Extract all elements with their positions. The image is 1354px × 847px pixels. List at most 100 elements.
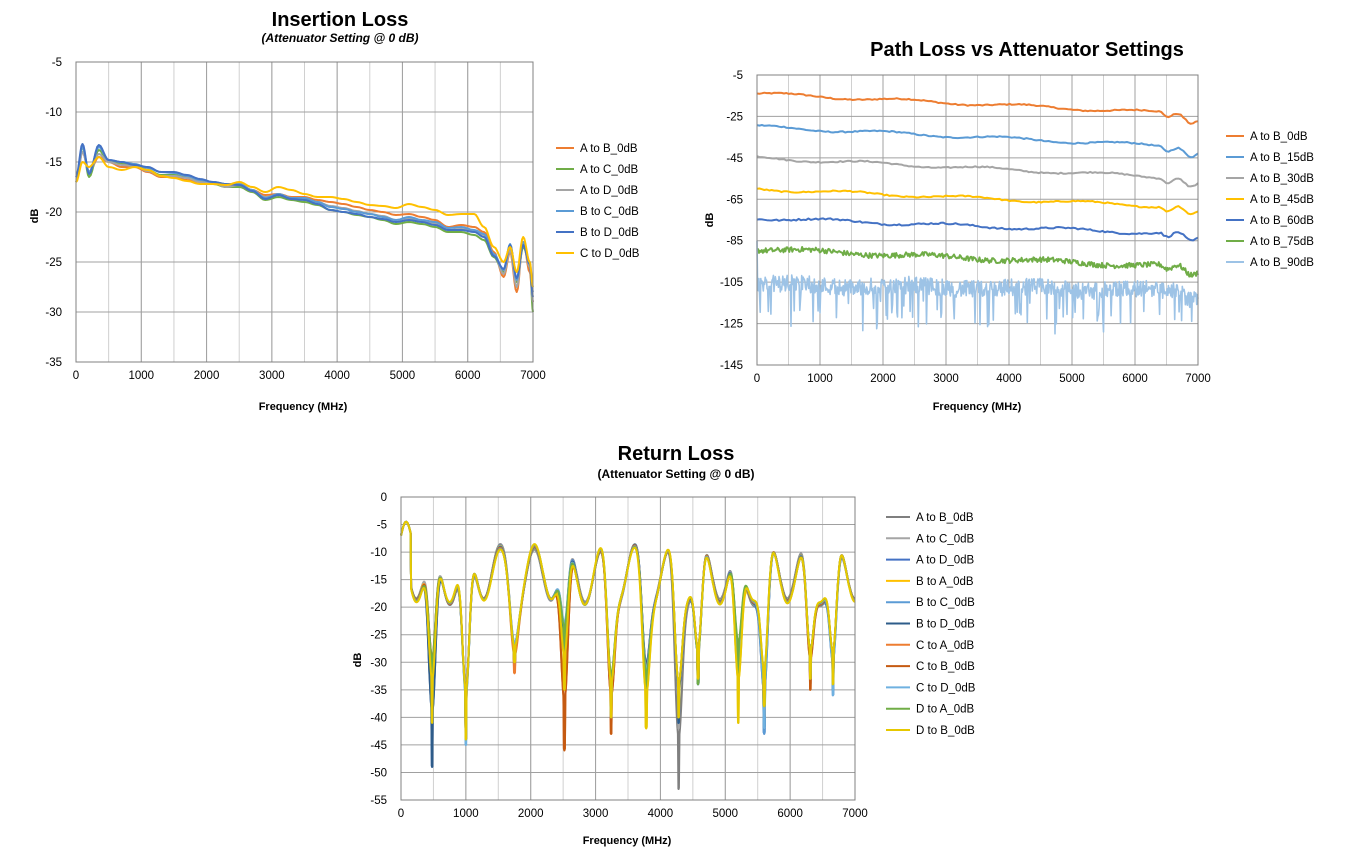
legend-entry: B to A_0dB bbox=[916, 576, 974, 588]
x-axis-label: Frequency (MHz) bbox=[933, 401, 1022, 413]
legend-entry: A to B_0dB bbox=[580, 143, 638, 155]
y-tick-label: -45 bbox=[726, 153, 743, 165]
x-tick-label: 2000 bbox=[518, 808, 544, 820]
x-tick-label: 4000 bbox=[648, 808, 674, 820]
legend-entry: B to D_0dB bbox=[916, 619, 975, 631]
y-tick-label: -25 bbox=[45, 257, 62, 269]
y-tick-label: -25 bbox=[726, 111, 743, 123]
x-tick-label: 6000 bbox=[1122, 373, 1148, 385]
y-tick-label: -20 bbox=[45, 207, 62, 219]
y-axis-label: dB bbox=[29, 209, 41, 224]
x-axis-label: Frequency (MHz) bbox=[259, 401, 348, 413]
insertion-loss-chart: Insertion Loss (Attenuator Setting @ 0 d… bbox=[29, 9, 640, 413]
y-tick-label: -105 bbox=[720, 277, 743, 289]
y-tick-label: -45 bbox=[370, 740, 387, 752]
y-tick-label: -25 bbox=[370, 630, 387, 642]
x-tick-label: 5000 bbox=[712, 808, 738, 820]
y-tick-label: -35 bbox=[45, 357, 62, 369]
y-tick-label: -145 bbox=[720, 360, 743, 372]
series-line bbox=[756, 124, 1199, 159]
series-line bbox=[400, 520, 856, 741]
x-tick-label: 4000 bbox=[324, 370, 350, 382]
x-tick-label: 0 bbox=[754, 373, 760, 385]
legend-entry: D to B_0dB bbox=[916, 725, 975, 737]
x-tick-label: 2000 bbox=[194, 370, 220, 382]
plot-area-border bbox=[756, 74, 1199, 366]
legend-entry: A to C_0dB bbox=[580, 164, 639, 176]
y-axis-label: dB bbox=[352, 653, 364, 668]
y-tick-label: -5 bbox=[733, 70, 743, 82]
y-axis-label: dB bbox=[704, 213, 716, 228]
x-axis-label: Frequency (MHz) bbox=[583, 835, 672, 847]
y-tick-label: -85 bbox=[726, 236, 743, 248]
y-tick-label: -35 bbox=[370, 685, 387, 697]
legend-entry: C to B_0dB bbox=[916, 661, 975, 673]
chart-subtitle: (Attenuator Setting @ 0 dB) bbox=[261, 31, 418, 45]
legend-entry: A to B_75dB bbox=[1250, 236, 1314, 248]
y-tick-label: -15 bbox=[370, 575, 387, 587]
legend-entry: A to B_90dB bbox=[1250, 257, 1314, 269]
chart-subtitle: (Attenuator Setting @ 0 dB) bbox=[597, 467, 754, 481]
chart-title: Insertion Loss bbox=[272, 9, 409, 31]
x-tick-label: 1000 bbox=[453, 808, 479, 820]
y-tick-label: -15 bbox=[45, 157, 62, 169]
y-tick-label: -65 bbox=[726, 194, 743, 206]
series-line bbox=[756, 240, 1199, 335]
legend-entry: A to B_0dB bbox=[916, 512, 974, 524]
x-tick-label: 3000 bbox=[583, 808, 609, 820]
series-line bbox=[75, 143, 534, 298]
x-tick-label: 1000 bbox=[128, 370, 154, 382]
x-tick-label: 2000 bbox=[870, 373, 896, 385]
legend-entry: A to B_45dB bbox=[1250, 194, 1314, 206]
y-tick-label: -20 bbox=[370, 602, 387, 614]
chart-title: Path Loss vs Attenuator Settings bbox=[870, 39, 1184, 61]
y-tick-label: -10 bbox=[370, 547, 387, 559]
y-tick-label: -55 bbox=[370, 795, 387, 807]
x-tick-label: 6000 bbox=[455, 370, 481, 382]
plot-area-border bbox=[75, 61, 534, 363]
x-tick-label: 3000 bbox=[933, 373, 959, 385]
x-tick-label: 5000 bbox=[1059, 373, 1085, 385]
x-tick-label: 6000 bbox=[777, 808, 803, 820]
y-tick-label: -30 bbox=[45, 307, 62, 319]
legend-entry: C to D_0dB bbox=[580, 248, 640, 260]
y-tick-label: -5 bbox=[377, 520, 387, 532]
y-tick-label: -5 bbox=[52, 57, 62, 69]
y-tick-label: -125 bbox=[720, 319, 743, 331]
y-tick-label: 0 bbox=[381, 492, 387, 504]
series-line bbox=[756, 217, 1199, 242]
legend-entry: B to D_0dB bbox=[580, 227, 639, 239]
legend-entry: A to B_15dB bbox=[1250, 152, 1314, 164]
series-line bbox=[756, 187, 1199, 216]
x-tick-label: 0 bbox=[73, 370, 79, 382]
plot-area-border bbox=[400, 496, 856, 801]
legend-entry: C to D_0dB bbox=[916, 682, 976, 694]
legend-entry: A to B_60dB bbox=[1250, 215, 1314, 227]
legend-entry: A to B_30dB bbox=[1250, 173, 1314, 185]
legend-entry: A to D_0dB bbox=[916, 555, 975, 567]
series-line bbox=[756, 155, 1199, 188]
x-tick-label: 7000 bbox=[520, 370, 546, 382]
legend-entry: B to C_0dB bbox=[916, 597, 975, 609]
series-line bbox=[756, 91, 1199, 125]
x-tick-label: 7000 bbox=[1185, 373, 1211, 385]
return-loss-chart: Return Loss (Attenuator Setting @ 0 dB) … bbox=[352, 443, 976, 847]
chart-title: Return Loss bbox=[618, 443, 735, 465]
legend-entry: C to A_0dB bbox=[916, 640, 975, 652]
path-loss-chart: Path Loss vs Attenuator Settings 0 1000 20… bbox=[704, 39, 1314, 413]
series-line bbox=[757, 246, 1199, 278]
y-tick-label: -30 bbox=[370, 657, 387, 669]
legend-entry: B to C_0dB bbox=[580, 206, 639, 218]
x-tick-label: 1000 bbox=[807, 373, 833, 385]
series-line bbox=[75, 156, 534, 288]
x-tick-label: 0 bbox=[398, 808, 404, 820]
legend-entry: A to C_0dB bbox=[916, 533, 975, 545]
legend-entry: D to A_0dB bbox=[916, 704, 975, 716]
legend-entry: A to D_0dB bbox=[580, 185, 639, 197]
y-tick-label: -40 bbox=[370, 712, 387, 724]
y-tick-label: -10 bbox=[45, 107, 62, 119]
x-tick-label: 7000 bbox=[842, 808, 868, 820]
y-tick-label: -50 bbox=[370, 767, 387, 779]
x-tick-label: 4000 bbox=[996, 373, 1022, 385]
x-tick-label: 3000 bbox=[259, 370, 285, 382]
